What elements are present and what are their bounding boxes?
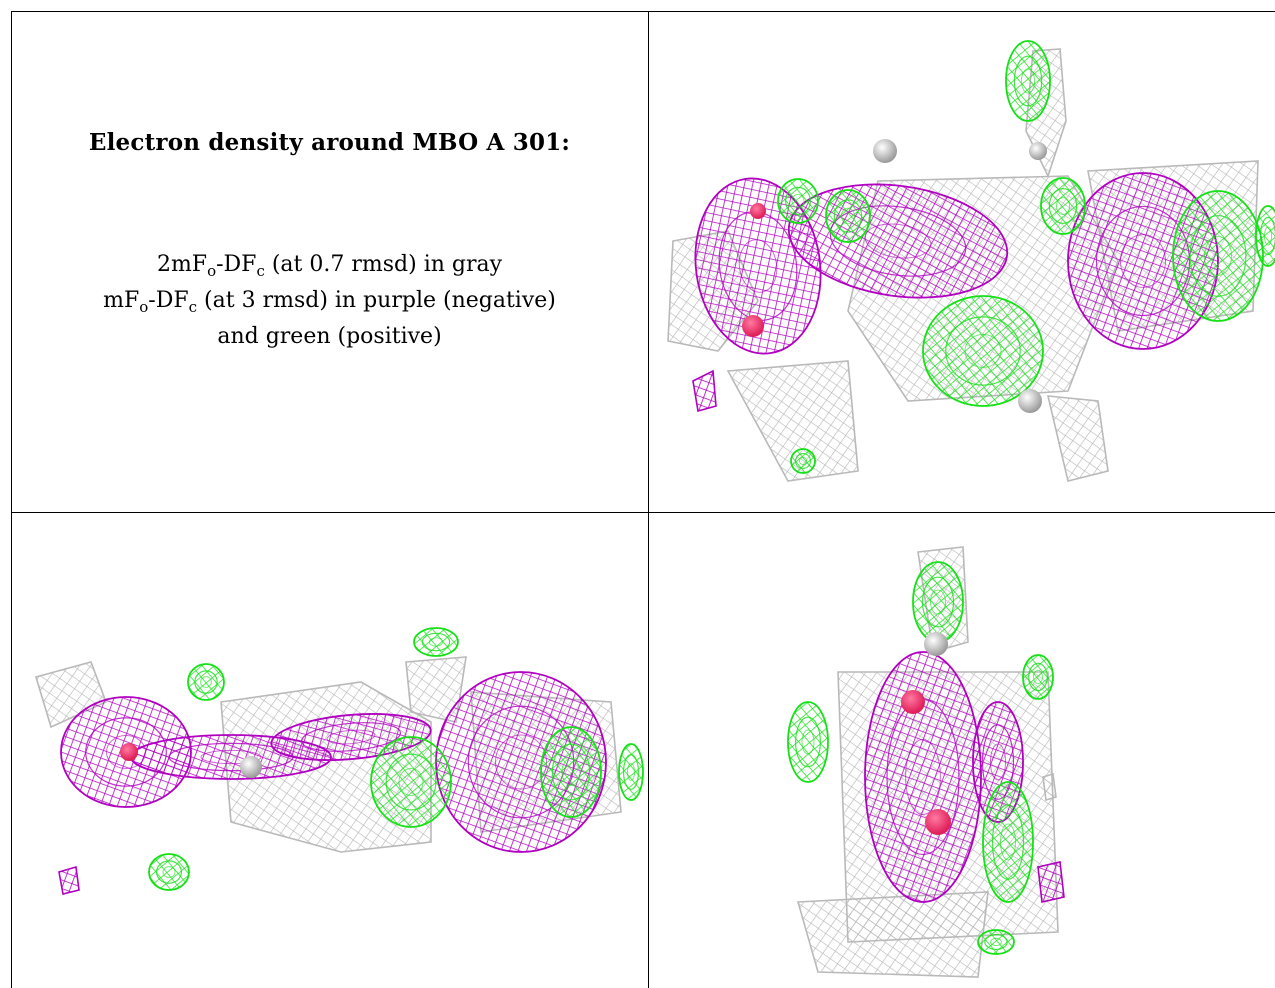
hydrogen-atom [924, 632, 948, 656]
green-mesh-small [187, 663, 225, 701]
caption-line-mfo-dfc: mFo-DFc (at 3 rmsd) in purple (negative) [103, 288, 556, 316]
green-mesh-bottom [148, 853, 190, 891]
green-mesh-small-3 [1040, 177, 1086, 235]
gray-mesh-bottom [796, 891, 989, 978]
green-mesh-small [1022, 654, 1054, 700]
hydrogen-atom-3 [1018, 389, 1042, 413]
gray-mesh-fragment [1042, 772, 1057, 802]
oxygen-atom-bottom [925, 809, 951, 835]
green-mesh-small-1 [777, 178, 819, 224]
caption-title: Electron density around MBO A 301: [88, 129, 571, 156]
oxygen-atom-top [750, 203, 766, 219]
table-top-rule [11, 11, 1275, 12]
green-mesh-right [540, 726, 602, 818]
table-left-rule [11, 11, 12, 988]
caption-cell: Electron density around MBO A 301: 2mFo-… [11, 11, 648, 512]
hydrogen-atom-2 [1029, 142, 1047, 160]
green-mesh-bottom [977, 929, 1015, 955]
caption-line-green: and green (positive) [217, 324, 442, 349]
table-middle-horizontal-rule [11, 512, 1275, 513]
purple-mesh-right-lobe [1067, 172, 1219, 350]
table-middle-vertical-rule [648, 11, 649, 988]
green-mesh-center [370, 736, 452, 828]
density-panel-bottom-left [11, 512, 648, 988]
caption-line-2mfo-dfc: 2mFo-DFc (at 0.7 rmsd) in gray [156, 252, 503, 280]
density-mesh-top-right [667, 40, 1275, 482]
green-mesh-edge [1255, 205, 1275, 267]
purple-mesh-fragment [692, 369, 717, 413]
oxygen-atom-top [901, 690, 925, 714]
oxygen-atom [120, 743, 138, 761]
gray-mesh-lower [726, 360, 859, 482]
oxygen-atom-bottom [742, 315, 764, 337]
density-mesh-bottom-left [34, 627, 644, 895]
green-mesh-right [1172, 190, 1264, 322]
green-mesh-top [1005, 40, 1051, 122]
purple-mesh-fragment [58, 865, 80, 895]
green-mesh-small-2 [825, 189, 871, 243]
caption-legend: 2mFo-DFc (at 0.7 rmsd) in gray mFo-DFc (… [11, 247, 648, 355]
green-mesh-right [982, 781, 1034, 903]
hydrogen-atom [240, 756, 262, 778]
purple-mesh-main [864, 651, 982, 903]
green-mesh-cone [922, 295, 1044, 407]
density-panel-bottom-right [648, 512, 1275, 988]
gray-mesh-lower-right [1046, 395, 1109, 482]
hydrogen-atom-1 [873, 139, 897, 163]
green-mesh-edge [618, 743, 644, 801]
green-mesh-top [912, 561, 964, 643]
density-panel-top-right [648, 11, 1275, 512]
green-mesh-bottom [790, 448, 816, 474]
green-mesh-left [787, 701, 829, 783]
density-mesh-bottom-right [787, 546, 1065, 978]
green-mesh-top [413, 627, 459, 657]
purple-mesh-fragment [1037, 861, 1065, 903]
